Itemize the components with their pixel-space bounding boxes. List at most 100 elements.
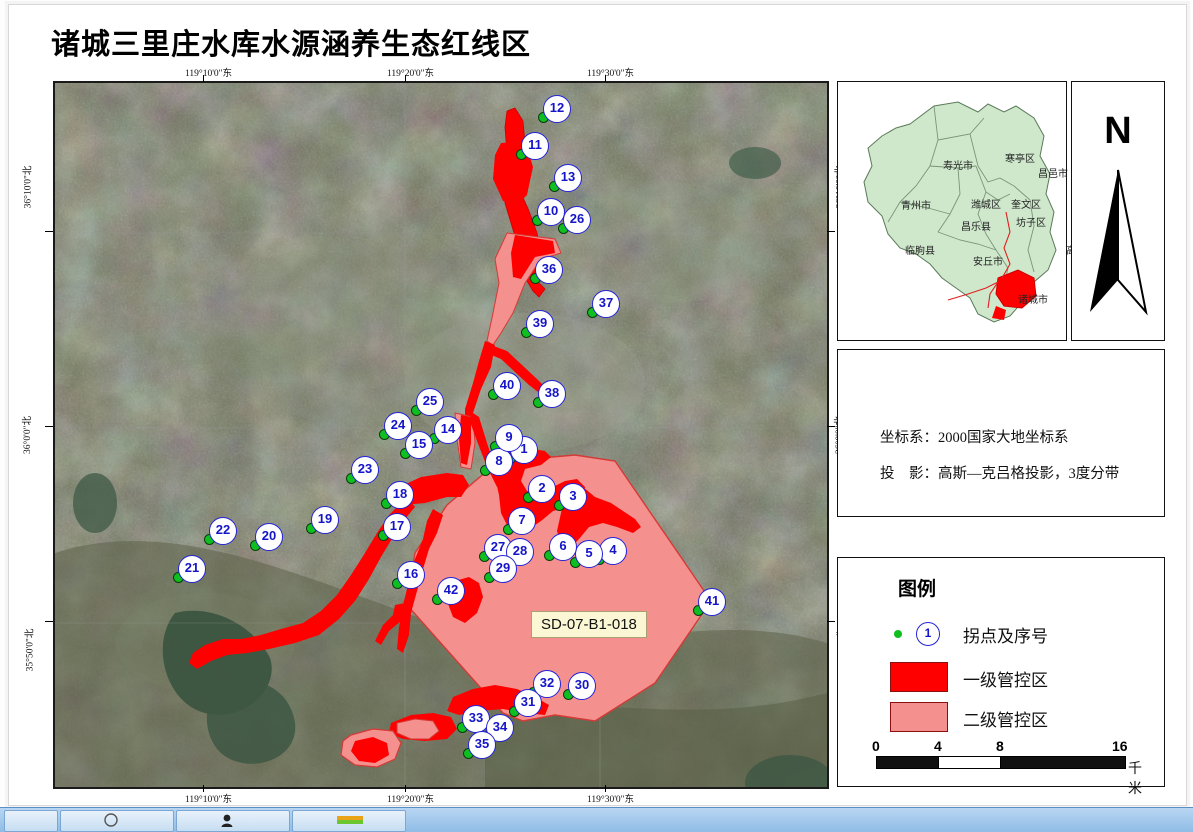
tick-top-1 bbox=[203, 75, 204, 82]
tick-right-1 bbox=[827, 231, 835, 232]
vertex-marker-4[interactable]: 4 bbox=[599, 537, 627, 565]
x-axis-label-bottom-2: 119°20'0"东 bbox=[387, 795, 435, 805]
inset-district-0: 寿光市 bbox=[943, 161, 973, 172]
x-axis-label-top-1: 119°10'0"东 bbox=[185, 69, 233, 79]
scale-segment-3 bbox=[1000, 756, 1126, 769]
y-axis-label-left-2: 36°0'0"北 bbox=[22, 416, 33, 454]
vertex-marker-40[interactable]: 40 bbox=[493, 372, 521, 400]
coordinate-system-line: 坐标系：2000国家大地坐标系 bbox=[880, 430, 1069, 446]
vertex-marker-22[interactable]: 22 bbox=[209, 517, 237, 545]
inset-district-1: 寒亭区 bbox=[1005, 154, 1035, 165]
vertex-marker-9[interactable]: 9 bbox=[495, 424, 523, 452]
tick-bottom-1 bbox=[203, 785, 204, 792]
vertex-marker-30[interactable]: 30 bbox=[568, 672, 596, 700]
vertex-marker-5[interactable]: 5 bbox=[575, 540, 603, 568]
vertex-marker-41[interactable]: 41 bbox=[698, 588, 726, 616]
vertex-marker-15[interactable]: 15 bbox=[405, 431, 433, 459]
vertex-marker-38[interactable]: 38 bbox=[538, 380, 566, 408]
polygon-code-label: SD-07-B1-018 bbox=[531, 611, 647, 638]
north-letter: N bbox=[1104, 110, 1132, 152]
inset-map-svg bbox=[838, 82, 1064, 338]
vertex-marker-18[interactable]: 18 bbox=[386, 481, 414, 509]
main-map[interactable]: 1 2 3 4 5 6 7 8 9 10 11 12 13 14 15 16 17 18 19 20 21 22 23 24 2… bbox=[53, 81, 829, 789]
vertex-marker-2[interactable]: 2 bbox=[528, 475, 556, 503]
vertex-marker-37[interactable]: 37 bbox=[592, 290, 620, 318]
inset-district-4: 潍城区 bbox=[971, 200, 1001, 211]
taskbar[interactable] bbox=[0, 807, 1193, 832]
vertex-marker-3[interactable]: 3 bbox=[559, 483, 587, 511]
legend-label-vertex: 拐点及序号 bbox=[963, 627, 1048, 647]
inset-district-8: 临朐县 bbox=[905, 246, 935, 257]
scale-tick-8: 8 bbox=[996, 738, 1004, 754]
x-axis-label-bottom-1: 119°10'0"东 bbox=[185, 795, 233, 805]
legend-swatch-level1 bbox=[890, 662, 948, 692]
vertex-marker-13[interactable]: 13 bbox=[554, 164, 582, 192]
y-axis-label-left-1: 36°10'0"北 bbox=[23, 165, 34, 209]
vertex-marker-25[interactable]: 25 bbox=[416, 388, 444, 416]
taskbar-start-button[interactable] bbox=[4, 810, 58, 832]
tick-bottom-3 bbox=[605, 785, 606, 792]
legend-title: 图例 bbox=[898, 578, 937, 600]
scale-segment-2 bbox=[938, 756, 1002, 769]
vertex-marker-33[interactable]: 33 bbox=[462, 705, 490, 733]
vertex-marker-39[interactable]: 39 bbox=[526, 310, 554, 338]
inset-district-3: 青州市 bbox=[901, 201, 931, 212]
tick-right-3 bbox=[827, 621, 835, 622]
inset-district-9: 安丘市 bbox=[973, 257, 1003, 268]
scale-unit-label: 千米 bbox=[1128, 761, 1142, 797]
x-axis-label-bottom-3: 119°30'0"东 bbox=[587, 795, 635, 805]
redline-polygons[interactable] bbox=[55, 83, 827, 787]
tick-left-2 bbox=[45, 426, 53, 427]
vertex-marker-7[interactable]: 7 bbox=[508, 507, 536, 535]
vertex-marker-29[interactable]: 29 bbox=[489, 555, 517, 583]
scale-tick-0: 0 bbox=[872, 738, 880, 754]
vertex-marker-14[interactable]: 14 bbox=[434, 416, 462, 444]
legend-panel: 图例 1 拐点及序号 一级管控区 二级管控区 0 4 8 16 千米 bbox=[837, 557, 1165, 797]
coordinate-info-panel: 坐标系：2000国家大地坐标系 投 影：高斯—克吕格投影，3度分带 bbox=[837, 349, 1165, 517]
tick-right-2 bbox=[827, 426, 835, 427]
vertex-marker-32[interactable]: 32 bbox=[533, 670, 561, 698]
vertex-marker-8[interactable]: 8 bbox=[485, 448, 513, 476]
inset-locator-map[interactable]: 寿光市寒亭区昌邑市青州市潍城区奎文区坊子区昌乐县临朐县安丘市高密市诸城市 bbox=[837, 81, 1096, 341]
vertex-marker-36[interactable]: 36 bbox=[535, 256, 563, 284]
vertex-dot-icon bbox=[894, 630, 902, 638]
user-icon bbox=[221, 814, 233, 827]
y-axis-label-left-3: 35°50'0"北 bbox=[25, 628, 36, 672]
legend-label-level1: 一级管控区 bbox=[963, 671, 1048, 691]
inset-district-5: 奎文区 bbox=[1011, 200, 1041, 211]
projection-line: 投 影：高斯—克吕格投影，3度分带 bbox=[880, 466, 1120, 482]
vertex-number-icon: 1 bbox=[916, 622, 940, 646]
vertex-marker-42[interactable]: 42 bbox=[437, 577, 465, 605]
north-arrow-icon bbox=[1090, 169, 1148, 316]
inset-district-6: 坊子区 bbox=[1016, 218, 1046, 229]
page-title: 诸城三里庄水库水源涵养生态红线区 bbox=[51, 27, 532, 61]
vertex-marker-23[interactable]: 23 bbox=[351, 456, 379, 484]
scale-tick-16: 16 bbox=[1112, 738, 1128, 754]
tick-left-3 bbox=[45, 621, 53, 622]
vertex-marker-21[interactable]: 21 bbox=[178, 555, 206, 583]
inset-district-2: 昌邑市 bbox=[1038, 169, 1068, 180]
tick-left-1 bbox=[45, 231, 53, 232]
inset-district-11: 诸城市 bbox=[1018, 295, 1048, 306]
vertex-marker-10[interactable]: 10 bbox=[537, 198, 565, 226]
vertex-marker-20[interactable]: 20 bbox=[255, 523, 283, 551]
vertex-marker-19[interactable]: 19 bbox=[311, 506, 339, 534]
map-paper: 诸城三里庄水库水源涵养生态红线区 bbox=[8, 4, 1187, 806]
tick-top-3 bbox=[605, 75, 606, 82]
tick-top-2 bbox=[405, 75, 406, 82]
vertex-marker-26[interactable]: 26 bbox=[563, 206, 591, 234]
inset-district-7: 昌乐县 bbox=[961, 222, 991, 233]
vertex-marker-17[interactable]: 17 bbox=[383, 513, 411, 541]
vertex-marker-24[interactable]: 24 bbox=[384, 412, 412, 440]
app-icon bbox=[337, 816, 363, 824]
legend-swatch-level2 bbox=[890, 702, 948, 732]
x-axis-label-top-3: 119°30'0"东 bbox=[587, 69, 635, 79]
vertex-marker-16[interactable]: 16 bbox=[397, 561, 425, 589]
scale-tick-4: 4 bbox=[934, 738, 942, 754]
vertex-marker-11[interactable]: 11 bbox=[521, 132, 549, 160]
vertex-marker-12[interactable]: 12 bbox=[543, 95, 571, 123]
vertex-marker-35[interactable]: 35 bbox=[468, 731, 496, 759]
vertex-marker-6[interactable]: 6 bbox=[549, 533, 577, 561]
x-axis-label-top-2: 119°20'0"东 bbox=[387, 69, 435, 79]
